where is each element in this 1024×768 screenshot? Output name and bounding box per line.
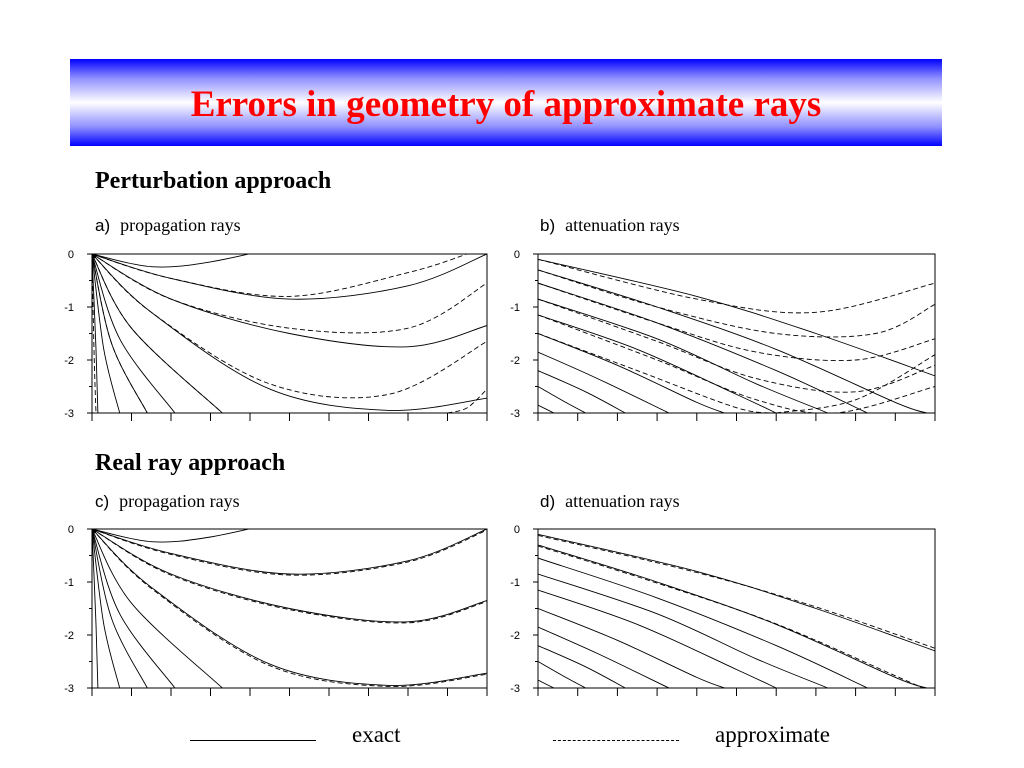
exact-ray-a-5: [92, 254, 176, 413]
exact-ray-d-3: [538, 573, 828, 688]
exact-ray-d-0: [538, 533, 935, 652]
y-tick-label-d-1: -1: [510, 577, 520, 589]
approximate-ray-a-6: [447, 388, 487, 413]
exact-ray-d-2: [538, 557, 868, 688]
slide-title: Errors in geometry of approximate rays: [190, 84, 822, 125]
exact-ray-b-4: [538, 314, 777, 413]
exact-ray-b-3: [538, 298, 828, 413]
panel-d-letter: d): [540, 492, 556, 511]
y-tick-label-d-3: -3: [510, 683, 520, 695]
approximate-ray-a-1: [92, 254, 487, 334]
y-tick-label-b-0: 0: [514, 249, 520, 261]
y-tick-label-a-0: 0: [68, 249, 74, 261]
panel-d-title: attenuation rays: [565, 491, 680, 511]
approximate-ray-c-2: [92, 529, 487, 687]
exact-ray-d-1: [538, 544, 928, 688]
panel-a-title: propagation rays: [120, 215, 241, 235]
y-tick-label-b-1: -1: [510, 302, 520, 314]
panel-a-letter: a): [95, 216, 111, 235]
approximate-ray-b-2: [538, 282, 935, 362]
exact-ray-c-2: [92, 529, 487, 623]
approximate-ray-b-3: [538, 298, 935, 393]
exact-ray-d-9: [538, 679, 555, 688]
y-tick-label-a-3: -3: [64, 408, 74, 420]
approximate-ray-b-4: [538, 314, 935, 413]
approximate-ray-c-1: [92, 529, 487, 624]
exact-ray-b-1: [538, 269, 928, 413]
exact-ray-a-0: [92, 254, 251, 268]
panel-c-letter: c): [95, 492, 110, 511]
exact-ray-d-4: [538, 589, 777, 688]
exact-ray-c-4: [92, 529, 223, 688]
panel-b-title: attenuation rays: [565, 215, 680, 235]
exact-ray-c-8: [92, 529, 99, 688]
exact-ray-a-7: [92, 254, 121, 413]
exact-ray-c-7: [92, 529, 121, 688]
legend-approximate-label: approximate: [715, 722, 830, 747]
panel-c-caption: c) propagation rays: [95, 491, 240, 512]
legend-exact-swatch: [190, 740, 316, 741]
exact-ray-c-6: [92, 529, 148, 688]
panel-d-caption: d) attenuation rays: [540, 491, 680, 512]
panel-a-caption: a) propagation rays: [95, 215, 241, 236]
y-tick-label-c-2: -2: [64, 630, 74, 642]
plot-frame-d: [537, 528, 936, 689]
legend-approximate-swatch: [553, 740, 679, 741]
exact-ray-a-1: [92, 254, 487, 300]
exact-ray-d-5: [538, 608, 725, 688]
panel-c-title: propagation rays: [119, 491, 240, 511]
approximate-ray-b-1: [538, 269, 935, 338]
y-tick-label-a-2: -2: [64, 355, 74, 367]
y-tick-label-b-3: -3: [510, 408, 520, 420]
exact-ray-a-6: [92, 254, 148, 413]
y-tick-label-a-1: -1: [64, 302, 74, 314]
y-tick-label-d-0: 0: [514, 524, 520, 536]
approximate-ray-d-0: [538, 534, 935, 649]
approximate-ray-a-3: [92, 254, 223, 413]
exact-ray-c-1: [92, 529, 487, 575]
section-heading-real-ray: Real ray approach: [95, 450, 286, 476]
exact-ray-a-8: [92, 254, 99, 413]
panel-b-letter: b): [540, 216, 556, 235]
exact-ray-d-6: [538, 626, 670, 688]
exact-ray-c-5: [92, 529, 176, 688]
section-heading-perturbation: Perturbation approach: [95, 168, 332, 194]
exact-ray-d-8: [538, 661, 586, 688]
approximate-ray-a-0: [92, 254, 468, 297]
approximate-ray-a-2: [92, 254, 487, 399]
approximate-ray-b-6: [776, 354, 935, 413]
exact-ray-b-5: [538, 333, 725, 413]
approximate-ray-b-5: [538, 333, 777, 413]
exact-ray-b-9: [538, 404, 555, 413]
y-tick-label-b-2: -2: [510, 355, 520, 367]
exact-ray-c-0: [92, 529, 251, 543]
exact-ray-b-0: [538, 258, 935, 377]
exact-ray-a-4: [92, 254, 223, 413]
y-tick-label-c-0: 0: [68, 524, 74, 536]
legend-exact-label: exact: [352, 722, 401, 747]
title-banner: Errors in geometry of approximate rays: [70, 59, 942, 146]
exact-ray-a-2: [92, 254, 487, 348]
exact-ray-d-7: [538, 645, 626, 688]
approximate-ray-a-4: [92, 254, 148, 413]
y-tick-label-c-3: -3: [64, 683, 74, 695]
exact-ray-a-3: [92, 254, 487, 411]
y-tick-label-c-1: -1: [64, 577, 74, 589]
exact-ray-b-2: [538, 282, 868, 413]
exact-ray-b-8: [538, 386, 586, 413]
panel-b-caption: b) attenuation rays: [540, 215, 680, 236]
y-tick-label-d-2: -2: [510, 630, 520, 642]
approximate-ray-a-5: [92, 254, 97, 413]
approximate-ray-d-1: [538, 545, 924, 688]
approximate-ray-b-0: [538, 258, 935, 314]
exact-ray-b-7: [538, 370, 626, 413]
exact-ray-b-6: [538, 351, 670, 413]
exact-ray-c-3: [92, 529, 487, 686]
approximate-ray-c-0: [92, 529, 487, 576]
